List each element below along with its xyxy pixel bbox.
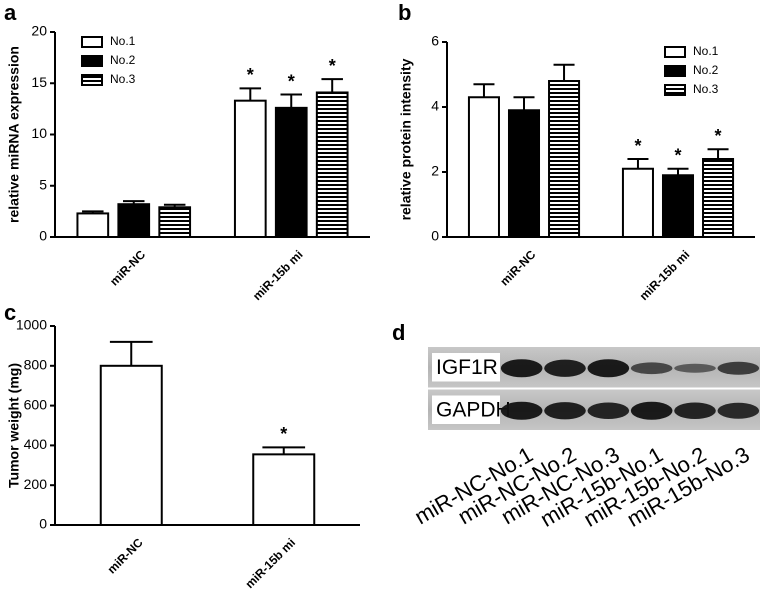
label-bg (432, 395, 500, 424)
bar (621, 167, 654, 238)
y-axis-label: relative miRNA expression (6, 46, 22, 223)
significance-marker: * (674, 146, 681, 166)
bar (661, 174, 695, 238)
x-tick-label: miR-15b mi (637, 247, 693, 303)
y-tick-label: 5 (39, 176, 47, 192)
y-tick-label: 6 (431, 33, 439, 49)
blot-band (544, 402, 586, 420)
legend-label: No.3 (110, 72, 136, 86)
significance-marker: * (247, 65, 254, 85)
y-axis-label: Tumor weight (mg) (6, 363, 22, 488)
bar (315, 91, 349, 238)
bar (76, 212, 110, 239)
blot-band (717, 402, 760, 419)
blot-band (630, 401, 673, 420)
panel-letter: c (4, 300, 16, 325)
bar (467, 96, 500, 238)
row-label: GAPDH (436, 398, 511, 421)
y-tick-label: 10 (31, 125, 47, 141)
x-tick-label: miR-15b mi (242, 535, 298, 591)
label-bg (432, 353, 500, 382)
bar (233, 99, 267, 238)
legend-label: No.2 (693, 63, 719, 77)
blot-band (674, 363, 716, 373)
bar (158, 206, 192, 238)
y-tick-label: 0 (39, 516, 47, 532)
legend-label: No.2 (110, 53, 136, 67)
legend-label: No.1 (693, 44, 719, 58)
legend-swatch (664, 65, 686, 77)
blot-band (587, 402, 630, 420)
y-tick-label: 1000 (16, 317, 47, 333)
legend-label: No.3 (693, 82, 719, 96)
legend-swatch (81, 55, 103, 67)
blot-band (630, 362, 673, 375)
row-label: IGF1R (436, 356, 498, 379)
y-tick-label: 600 (24, 396, 48, 412)
y-tick-label: 15 (31, 74, 47, 90)
y-tick-label: 200 (24, 476, 48, 492)
blot-band (544, 359, 586, 377)
significance-marker: * (280, 424, 287, 444)
bar (99, 364, 163, 526)
x-tick-label: miR-15b mi (250, 247, 306, 303)
significance-marker: * (715, 126, 722, 146)
y-tick-label: 400 (24, 436, 48, 452)
legend-label: No.1 (110, 34, 136, 48)
significance-marker: * (634, 136, 641, 156)
y-tick-label: 0 (39, 228, 47, 244)
blot-band (500, 401, 543, 420)
blot-band (500, 359, 543, 378)
y-tick-label: 0 (431, 228, 439, 244)
y-tick-label: 20 (31, 23, 47, 39)
bar (702, 158, 735, 238)
x-tick-label: miR-NC (107, 247, 148, 288)
panel-letter: a (4, 0, 17, 25)
y-axis-label: relative protein intensity (398, 58, 414, 220)
bar (117, 203, 151, 238)
significance-marker: * (288, 71, 295, 91)
legend-swatch (81, 74, 103, 86)
y-tick-label: 2 (431, 163, 439, 179)
panel-letter: d (392, 320, 405, 345)
x-tick-label: miR-NC (497, 247, 538, 288)
y-tick-label: 800 (24, 357, 48, 373)
y-tick-label: 4 (431, 98, 439, 114)
panel-letter: b (398, 0, 411, 25)
blot-band (717, 361, 760, 375)
significance-marker: * (329, 56, 336, 76)
bar (507, 109, 541, 238)
legend-swatch (664, 84, 686, 96)
legend-swatch (664, 46, 686, 58)
bar (252, 453, 316, 527)
blot-band (674, 402, 716, 420)
legend-swatch (81, 36, 103, 48)
bar (548, 80, 581, 238)
x-tick-label: miR-NC (105, 535, 146, 576)
blot-band (587, 359, 630, 378)
bar (274, 106, 308, 238)
